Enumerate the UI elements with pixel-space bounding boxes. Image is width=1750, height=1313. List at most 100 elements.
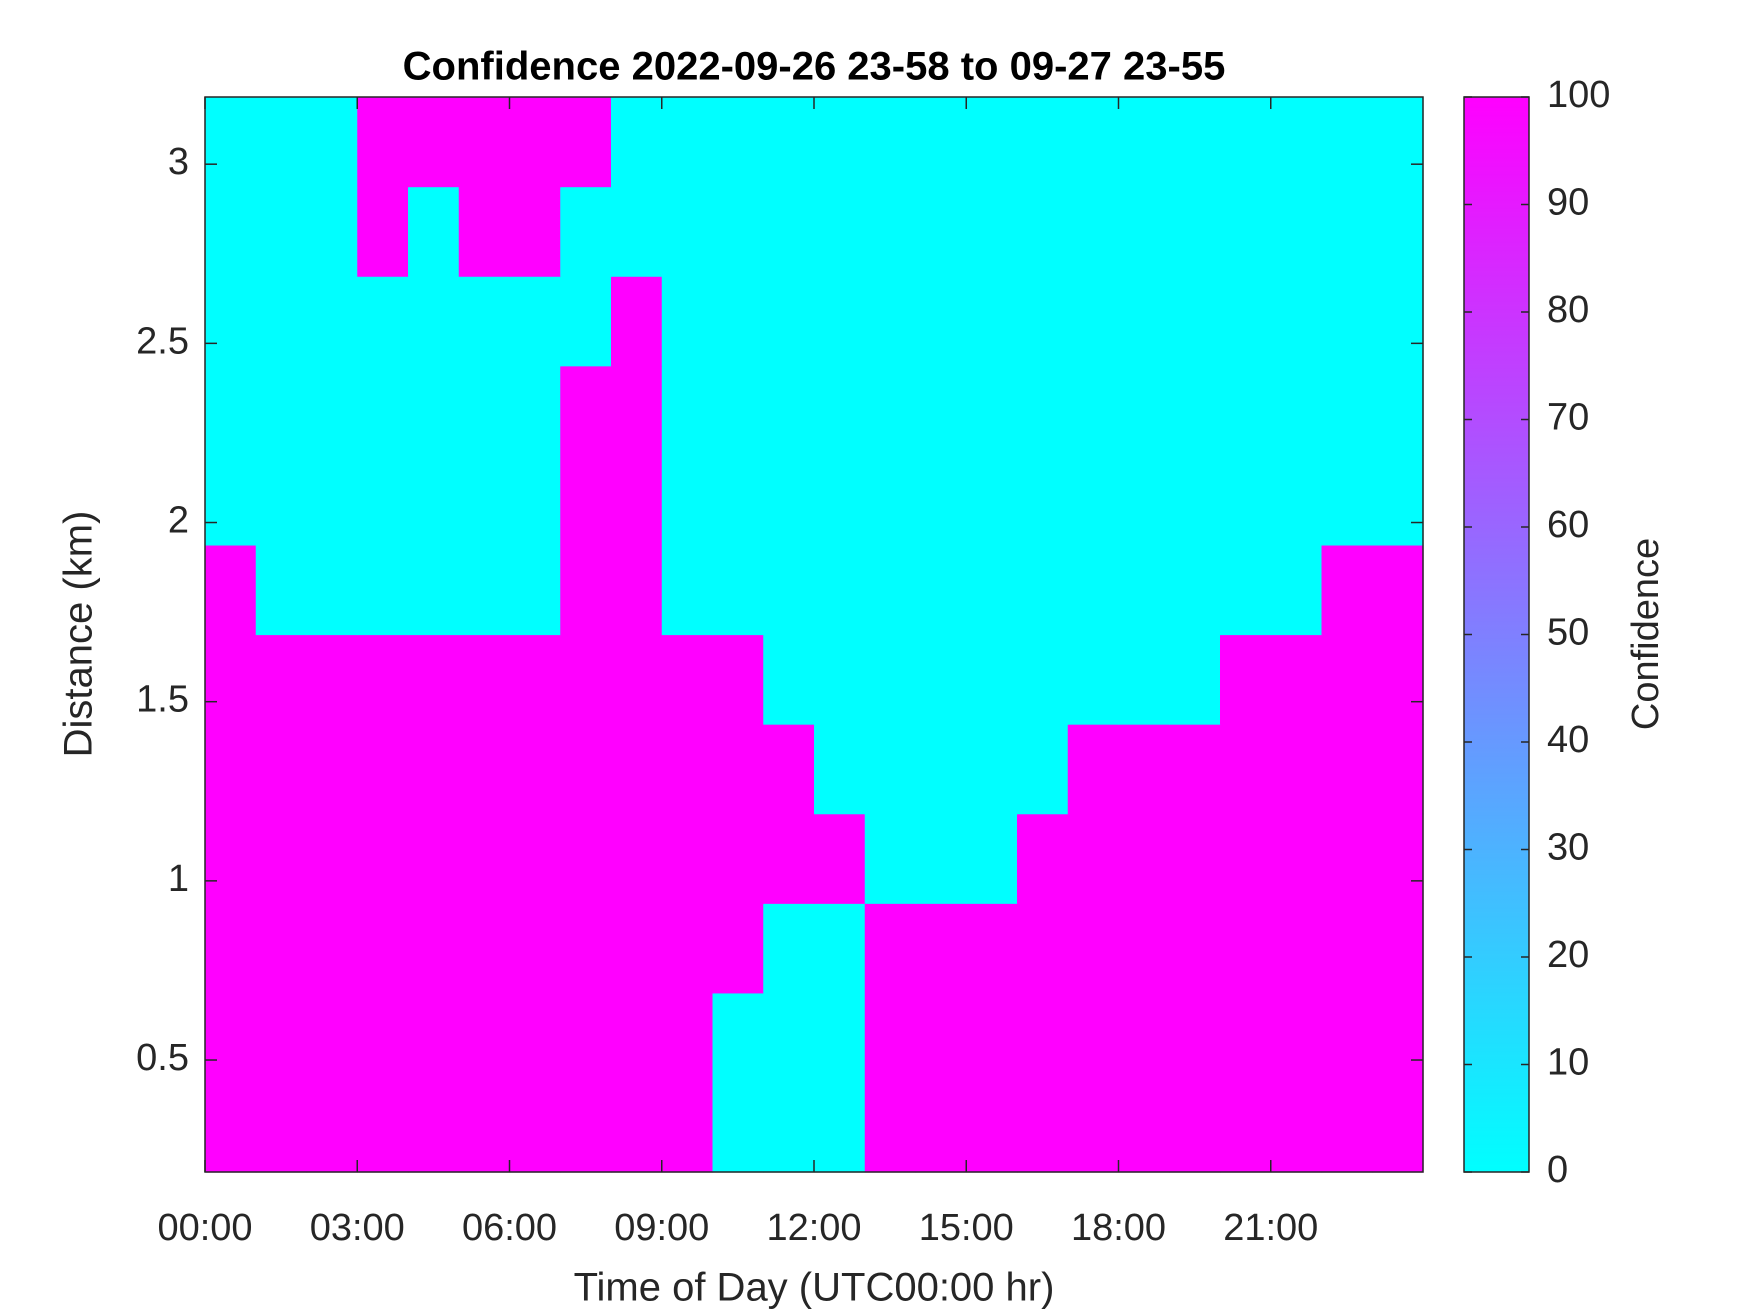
heatmap-cell — [306, 455, 358, 546]
heatmap-cell — [966, 276, 1018, 367]
x-tick-label: 06:00 — [462, 1207, 557, 1249]
heatmap-cell — [712, 724, 764, 815]
heatmap-cell — [1169, 813, 1221, 904]
heatmap-cell — [357, 97, 409, 188]
heatmap-cell — [915, 1082, 967, 1173]
heatmap-cell — [357, 992, 409, 1084]
heatmap-cell — [763, 455, 815, 546]
heatmap-cell — [408, 544, 460, 636]
heatmap-cell — [205, 276, 257, 367]
heatmap-cell — [1220, 903, 1272, 994]
heatmap-cell — [864, 724, 917, 815]
heatmap-cell — [661, 97, 714, 188]
heatmap-cell — [1372, 544, 1424, 636]
heatmap-cell — [763, 634, 815, 725]
heatmap-cell — [864, 813, 917, 904]
heatmap-cell — [864, 365, 917, 456]
colorbar-label: Confidence — [1625, 538, 1667, 730]
heatmap-cell — [1067, 903, 1120, 994]
heatmap-cell — [1067, 724, 1120, 815]
heatmap-cell — [1017, 455, 1069, 546]
heatmap-cell — [357, 813, 409, 904]
heatmap-cell — [357, 634, 409, 725]
heatmap-cell — [966, 724, 1018, 815]
heatmap-cell — [966, 186, 1018, 277]
heatmap-cell — [458, 276, 511, 367]
heatmap-cell — [560, 365, 612, 456]
heatmap-cell — [915, 186, 967, 277]
heatmap-cell — [1017, 276, 1069, 367]
heatmap-cell — [1270, 365, 1323, 456]
heatmap-cell — [966, 1082, 1018, 1173]
heatmap-cell — [205, 455, 257, 546]
heatmap-cell — [1067, 634, 1120, 725]
heatmap-cell — [255, 186, 308, 277]
heatmap-cell — [306, 634, 358, 725]
heatmap-cell — [611, 724, 663, 815]
heatmap-cell — [712, 634, 764, 725]
heatmap-cell — [814, 97, 866, 188]
heatmap-cell — [509, 186, 561, 277]
x-tick-label: 21:00 — [1223, 1207, 1318, 1249]
heatmap-cell — [1372, 365, 1424, 456]
heatmap-cell — [458, 186, 511, 277]
chart-title: Confidence 2022-09-26 23-58 to 09-27 23-… — [403, 45, 1226, 89]
heatmap-cell — [1220, 276, 1272, 367]
heatmap-cell — [763, 813, 815, 904]
heatmap-cell — [205, 544, 257, 636]
heatmap-cell — [1321, 992, 1373, 1084]
heatmap-cell — [1270, 724, 1323, 815]
heatmap-cell — [864, 455, 917, 546]
heatmap-cell — [1067, 992, 1120, 1084]
heatmap-cell — [611, 992, 663, 1084]
heatmap-cell — [205, 992, 257, 1084]
heatmap-cell — [1169, 544, 1221, 636]
heatmap-cell — [306, 813, 358, 904]
heatmap-cell — [864, 97, 917, 188]
heatmap-cell — [611, 544, 663, 636]
heatmap-cell — [1321, 724, 1373, 815]
heatmap-cell — [306, 724, 358, 815]
heatmap-cell — [814, 903, 866, 994]
heatmap-cell — [1321, 186, 1373, 277]
heatmap-cell — [1372, 186, 1424, 277]
heatmap-cell — [458, 903, 511, 994]
heatmap-cell — [1321, 365, 1373, 456]
heatmap-cell — [712, 365, 764, 456]
heatmap-cell — [560, 97, 612, 188]
heatmap-cell — [763, 97, 815, 188]
heatmap-cell — [712, 813, 764, 904]
heatmap-cell — [1321, 544, 1373, 636]
heatmap-cell — [560, 1082, 612, 1173]
x-axis-label: Time of Day (UTC00:00 hr) — [574, 1266, 1055, 1310]
heatmap-cell — [205, 97, 257, 188]
heatmap-cell — [205, 813, 257, 904]
heatmap-cell — [712, 992, 764, 1084]
heatmap-cell — [205, 634, 257, 725]
heatmap-cell — [408, 365, 460, 456]
heatmap-cell — [661, 544, 714, 636]
heatmap-cell — [408, 97, 460, 188]
heatmap-cell — [814, 544, 866, 636]
heatmap-cell — [1220, 1082, 1272, 1173]
heatmap-cell — [1372, 276, 1424, 367]
heatmap-cell — [255, 455, 308, 546]
heatmap-cell — [1118, 276, 1170, 367]
heatmap-cell — [509, 903, 561, 994]
y-tick-label: 2.5 — [136, 320, 189, 362]
heatmap-cell — [814, 276, 866, 367]
heatmap-cell — [408, 186, 460, 277]
heatmap-cell — [458, 455, 511, 546]
heatmap-cell — [509, 276, 561, 367]
heatmap-cell — [864, 992, 917, 1084]
heatmap-cell — [1270, 992, 1323, 1084]
heatmap-cell — [1169, 634, 1221, 725]
heatmap-cell — [966, 634, 1018, 725]
heatmap-cell — [1270, 1082, 1323, 1173]
heatmap-cell — [1372, 455, 1424, 546]
heatmap-cell — [408, 724, 460, 815]
heatmap-cell — [509, 544, 561, 636]
heatmap-cell — [864, 1082, 917, 1173]
heatmap-cell — [1372, 903, 1424, 994]
